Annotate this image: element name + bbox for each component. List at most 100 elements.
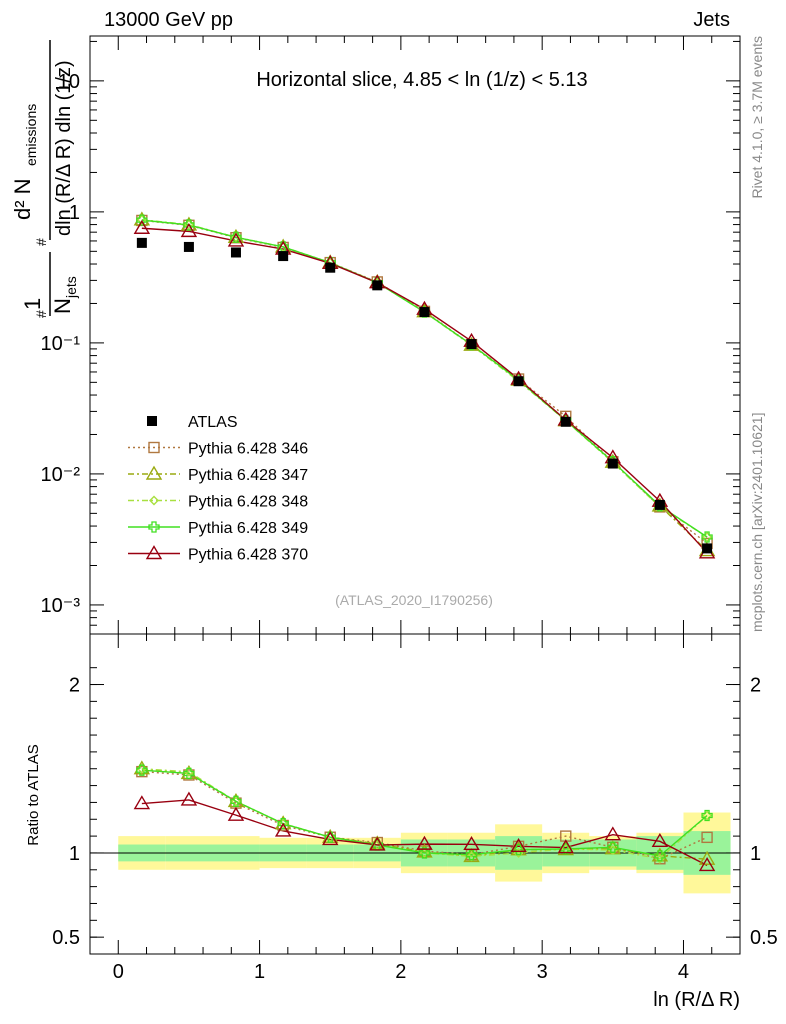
ratio-5-point (416, 835, 433, 850)
ratio-4-point (230, 795, 242, 808)
header-collision-label: 13000 GeV pp (104, 9, 233, 31)
atlas-data-point (278, 251, 289, 262)
header-jets-label: Jets (693, 9, 730, 31)
legend-marker-2 (145, 465, 163, 480)
analysis-watermark: (ATLAS_2020_I1790256) (335, 592, 493, 608)
ratio-1-point (701, 831, 713, 844)
atlas-data-point (372, 280, 383, 291)
y-tick-label: 10⁻³ (41, 595, 81, 617)
atlas-data-point (419, 307, 430, 318)
ratio-line-4 (141, 769, 708, 857)
ratio-4-point (183, 767, 195, 780)
ratio-tick-label: 0.5 (52, 927, 80, 949)
x-tick-label: 4 (678, 961, 689, 983)
ratio-5-point (698, 857, 716, 872)
ratio-3-point (278, 818, 289, 829)
ratio-tick-label-right: 0.5 (750, 927, 778, 949)
legend-label: ATLAS (188, 414, 238, 431)
atlas-data-point (654, 499, 665, 510)
ratio-5-point (604, 826, 622, 841)
legend-label: Pythia 6.428 346 (188, 441, 308, 458)
series-5-point (227, 232, 245, 247)
y-tick-label: 10⁻¹ (41, 333, 81, 355)
ratio-tick-label-right: 2 (750, 675, 761, 697)
ratio-4-point (136, 764, 148, 776)
legend: ATLAS Pythia 6.428 346 Pythia 6.428 347 Pyt… (128, 414, 308, 564)
chart-title: Horizontal slice, 4.85 < ln (1/z) < 5.13 (256, 69, 587, 91)
ratio-4-point (607, 841, 619, 853)
legend-marker-4 (148, 521, 160, 533)
svg-text:jets: jets (63, 276, 79, 299)
atlas-data-point (560, 416, 571, 427)
svg-text:dln (R/Δ R) dln (1/z): dln (R/Δ R) dln (1/z) (53, 60, 75, 236)
y-tick-label: 10⁻² (41, 464, 81, 486)
svg-text:N: N (50, 298, 75, 314)
ratio-5-point (463, 835, 480, 851)
ratio-5-point (321, 831, 339, 846)
ratio-4-point (465, 849, 478, 861)
legend-label: Pythia 6.428 370 (188, 547, 308, 564)
ratio-line-1 (141, 770, 708, 860)
atlas-data-point (183, 241, 194, 252)
svg-text:1: 1 (20, 298, 45, 310)
ratio-3-point (419, 847, 430, 858)
ratio-tick-label: 1 (69, 843, 80, 865)
legend-marker-1 (148, 441, 160, 454)
svg-text:#: # (33, 310, 49, 318)
ratio-5-point (133, 795, 151, 810)
ratio-5-point (557, 839, 574, 854)
x-tick-label: 1 (254, 961, 265, 983)
ratio-5-point (369, 836, 386, 851)
legend-label: Pythia 6.428 347 (188, 467, 308, 484)
legend-label: Pythia 6.428 348 (188, 494, 308, 511)
x-tick-label: 2 (395, 961, 406, 983)
ratio-3-point (702, 810, 713, 821)
ratio-3-point (466, 851, 477, 862)
series-4-point (701, 531, 713, 543)
ratio-5-point (180, 791, 198, 806)
atlas-data-point (607, 458, 618, 469)
atlas-data-point (230, 247, 241, 258)
ratio-5-point (651, 832, 669, 848)
ratio-5-point (274, 822, 292, 837)
data-marks (133, 211, 716, 872)
main-plot-frame (89, 35, 741, 635)
ratio-4-point (418, 847, 431, 859)
atlas-data-point (466, 339, 477, 350)
series-line-4 (141, 219, 708, 538)
ratio-5-point (227, 806, 245, 821)
ratio-tick-label-right: 1 (750, 843, 761, 865)
atlas-data-point (136, 237, 147, 248)
series-4-point (183, 219, 195, 231)
ratio-4-point (654, 850, 666, 862)
series-4-point (230, 231, 242, 243)
atlas-data-point (513, 376, 524, 387)
mcplots-label: mcplots.cern.ch [arXiv:2401.10621] (749, 413, 765, 632)
rivet-version-label: Rivet 4.1.0, ≥ 3.7M events (749, 36, 765, 199)
y-tick-label: 1 (69, 202, 80, 224)
ratio-4-point (560, 843, 572, 855)
series-line-3 (141, 219, 708, 538)
svg-text:emissions: emissions (23, 104, 39, 166)
series-3-point (702, 532, 713, 542)
y-tick-label: 10 (58, 71, 80, 93)
legend-marker-3 (149, 495, 159, 506)
ratio-tick-label: 2 (69, 675, 80, 697)
ratio-3-point (230, 796, 241, 807)
x-axis-label: ln (R/Δ R) (653, 989, 740, 1011)
legend-marker-5 (145, 545, 163, 560)
ratio-3-point (183, 766, 194, 777)
series-3-point (230, 232, 241, 243)
legend-label: Pythia 6.428 349 (188, 520, 308, 537)
legend-marker-atlas (147, 416, 157, 426)
ratio-3-point (136, 763, 147, 774)
svg-text:#: # (33, 238, 49, 246)
y-axis-label: # 1 N jets # d² N emissions dln (R/Δ R) … (10, 40, 79, 318)
x-tick-label: 3 (537, 961, 548, 983)
ratio-plot-frame (89, 633, 741, 955)
atlas-data-point (702, 543, 713, 554)
x-tick-label: 0 (113, 961, 124, 983)
atlas-data-point (325, 262, 336, 273)
ratio-4-point (701, 809, 713, 822)
